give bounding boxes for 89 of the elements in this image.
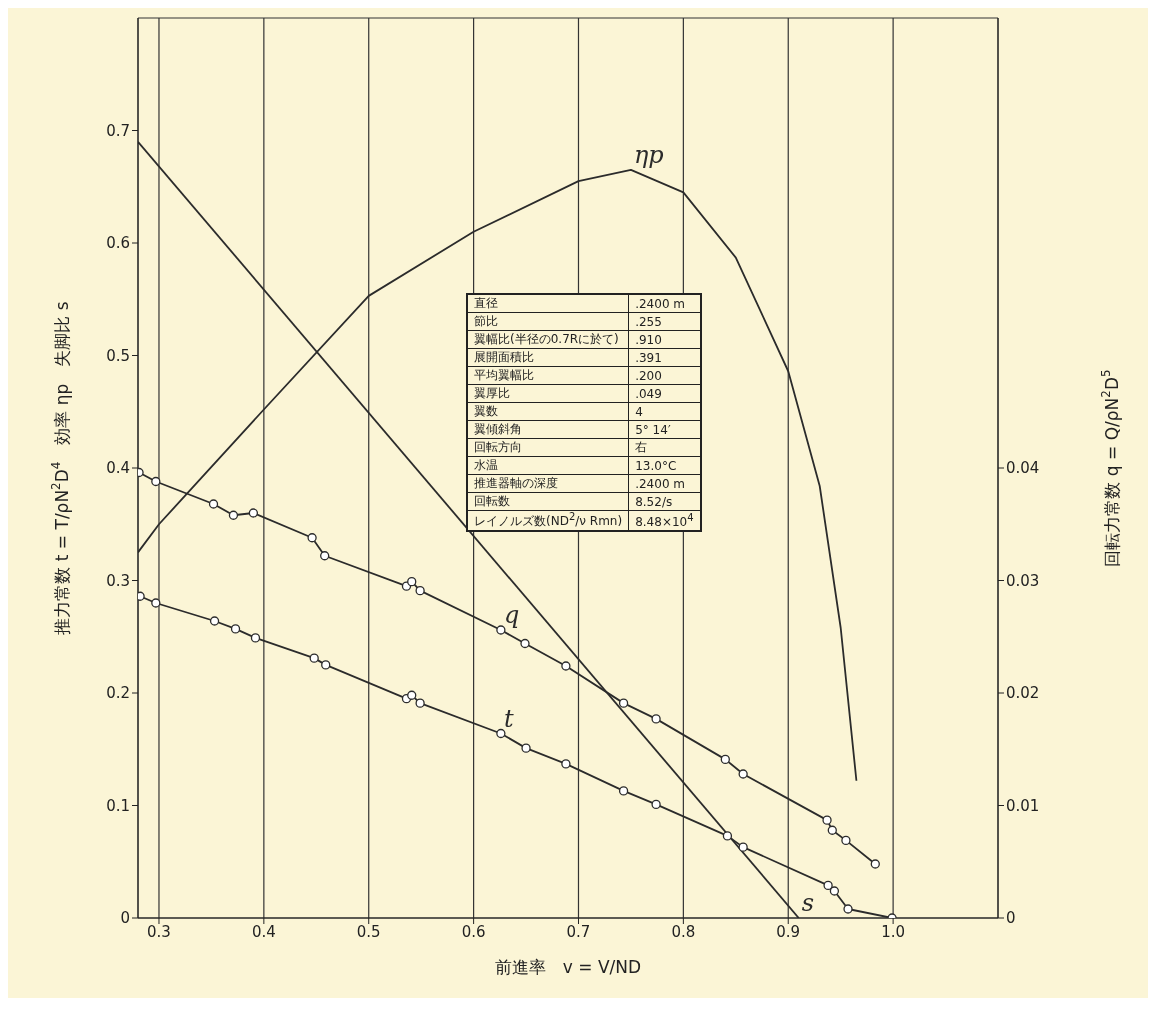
point — [720, 754, 730, 765]
annotation: 翼数 — [474, 404, 498, 418]
annotation: 展開面積比 — [474, 350, 534, 364]
annotation: 直径 — [474, 296, 498, 310]
annotation: 水温 — [474, 458, 498, 472]
series-label: ηp — [633, 140, 664, 169]
series-label: t — [503, 704, 514, 733]
annotation: .255 — [635, 314, 662, 329]
point — [722, 831, 733, 841]
annotation: 右 — [635, 440, 648, 454]
point — [870, 859, 880, 869]
annotation: 13.0°C — [635, 458, 677, 473]
point — [320, 551, 330, 561]
point — [151, 476, 161, 487]
point — [209, 616, 220, 626]
y2-tick-label: 0.03 — [1006, 571, 1040, 590]
y2-tick-label: 0.01 — [1006, 796, 1040, 815]
point — [520, 638, 530, 649]
point — [738, 842, 748, 852]
point — [651, 799, 661, 810]
annotation: 回転数 — [474, 494, 510, 508]
y2-tick-label: 0.04 — [1006, 459, 1040, 478]
point — [228, 510, 239, 520]
y-tick-label: 0.7 — [106, 121, 130, 140]
point — [561, 759, 571, 769]
annotation: 回転方向 — [474, 440, 522, 454]
x-tick-label: 0.4 — [251, 922, 276, 941]
x-tick-label: 0.9 — [776, 922, 801, 941]
y-tick-label: 0.3 — [106, 571, 130, 590]
point — [496, 625, 506, 635]
annotation: 5° 14′ — [635, 422, 671, 437]
point — [407, 576, 417, 587]
y2-tick-label: 0 — [1006, 909, 1016, 928]
y-tick-label: 0.2 — [106, 684, 130, 703]
series-label: q — [503, 601, 520, 629]
annotation: 8.52/s — [635, 494, 673, 509]
y-tick-label: 0.4 — [106, 459, 130, 478]
y-tick-label: 0 — [120, 909, 130, 928]
annotation: .2400 m — [635, 296, 686, 311]
point — [561, 661, 571, 671]
y-tick-label: 0.5 — [106, 346, 130, 365]
point — [321, 660, 331, 670]
annotation: 8.48×10$^{4}$ — [635, 512, 694, 529]
annotation: .200 — [635, 368, 662, 383]
annotation: 節比 — [474, 314, 498, 328]
point — [496, 728, 506, 739]
point — [250, 633, 261, 643]
point — [309, 653, 319, 663]
x-axis-title: 前進率 v = V/ND — [494, 957, 642, 977]
point — [829, 886, 840, 896]
point — [248, 508, 259, 518]
point — [230, 624, 241, 634]
point — [307, 533, 317, 543]
annotation: レイノルズ数(ND$^{2}$/ν Rmn) — [474, 511, 623, 528]
x-tick-label: 0.8 — [671, 922, 696, 941]
point — [151, 598, 161, 608]
annotation: 翼厚比 — [474, 386, 510, 400]
point — [822, 815, 832, 825]
x-tick-label: 1.0 — [881, 922, 906, 941]
annotation: .910 — [635, 332, 662, 347]
x-tick-label: 0.6 — [461, 922, 486, 941]
x-tick-label: 0.7 — [566, 922, 591, 941]
point — [415, 585, 425, 596]
x-tick-label: 0.5 — [356, 922, 381, 941]
annotation: .391 — [635, 350, 662, 365]
annotation: 翼幅比(半径の0.7Rに於て) — [474, 332, 619, 346]
x-tick-label: 0.3 — [147, 922, 171, 941]
point — [738, 769, 748, 779]
point — [521, 743, 531, 753]
point — [407, 690, 417, 700]
y2-tick-label: 0.02 — [1006, 684, 1040, 703]
point — [823, 880, 833, 891]
point — [843, 904, 853, 914]
annotation: .2400 m — [635, 476, 686, 491]
point — [618, 698, 629, 708]
point — [651, 714, 661, 724]
point — [618, 786, 629, 796]
annotation: 4 — [635, 404, 643, 419]
series-label: s — [801, 889, 815, 917]
annotation: 翼傾斜角 — [474, 422, 522, 436]
annotation: .049 — [635, 386, 662, 401]
annotation: 平均翼幅比 — [474, 368, 534, 382]
annotation: 推進器軸の深度 — [474, 476, 558, 490]
point — [208, 499, 219, 509]
point — [415, 698, 425, 708]
point — [841, 835, 851, 846]
y-tick-label: 0.1 — [106, 796, 130, 815]
y-tick-label: 0.6 — [106, 234, 130, 253]
point — [827, 825, 837, 835]
